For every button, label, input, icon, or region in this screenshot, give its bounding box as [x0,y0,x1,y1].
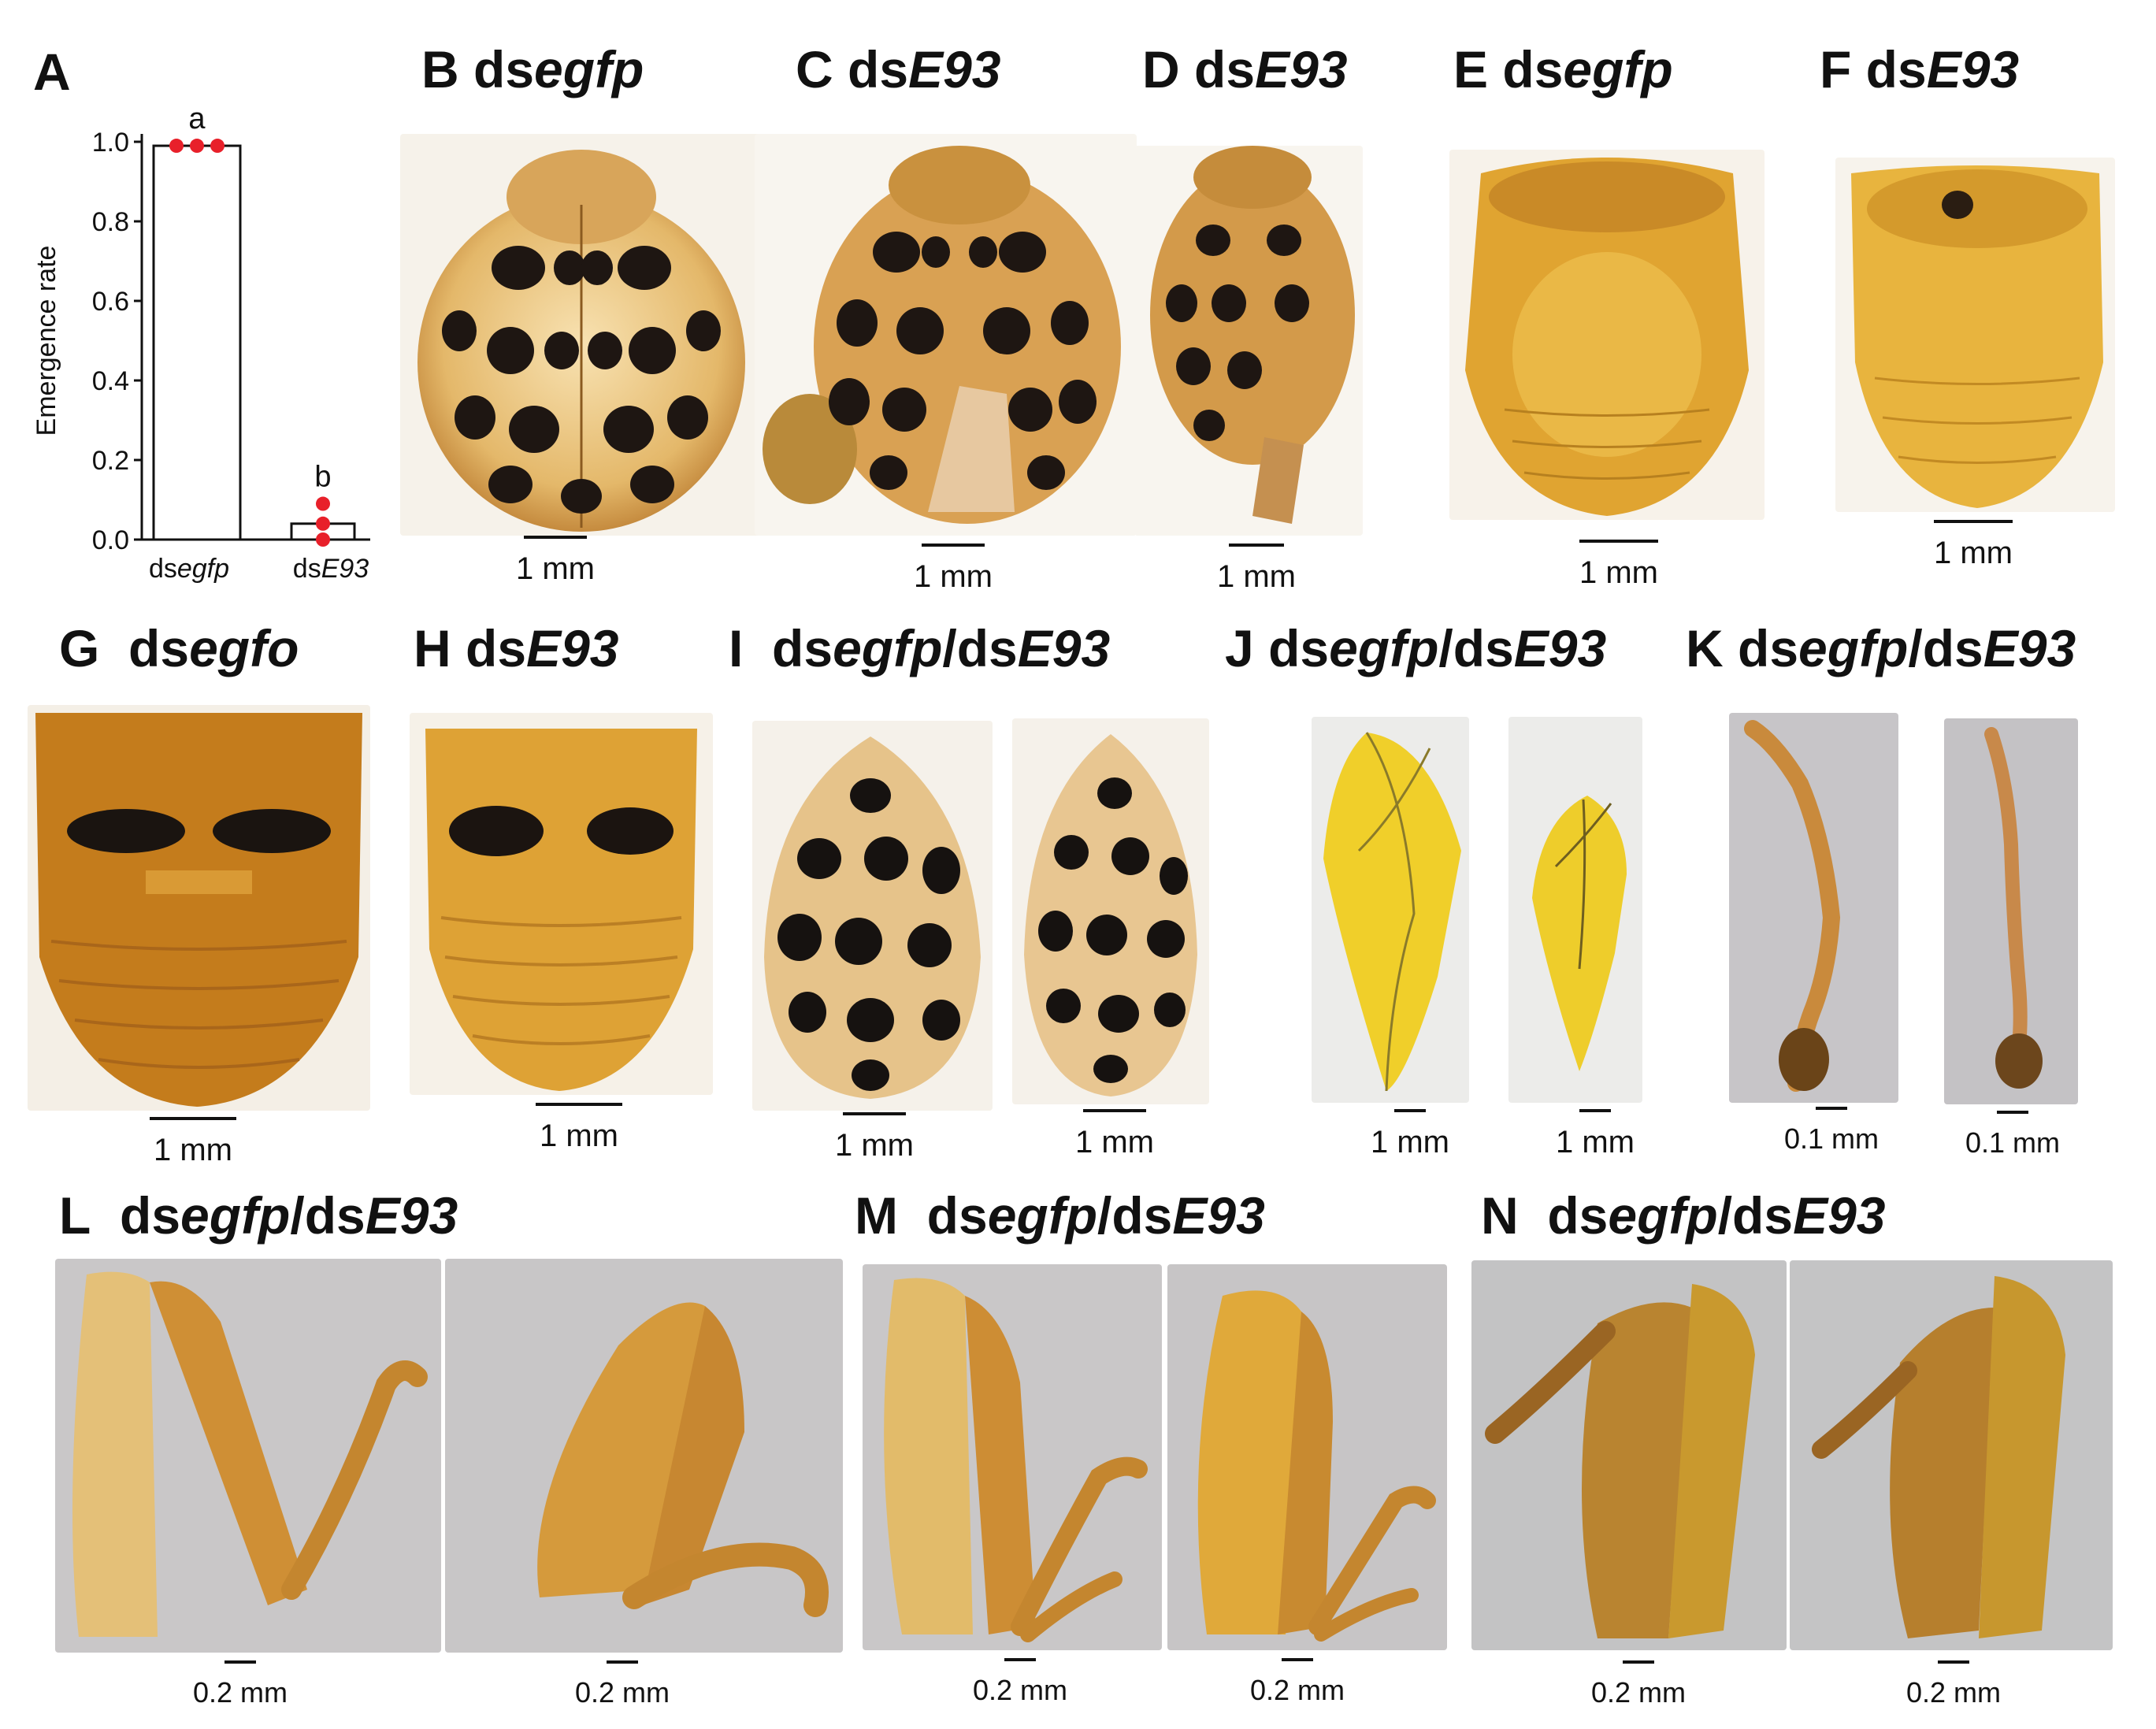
scale-bar-e: 1 mm [1568,540,1670,591]
x-tick-label-dsegfp: dsegfp [149,554,229,584]
panel-title-d: D dsE93 [1142,40,1348,98]
scale-bar-j2: 1 mm [1544,1109,1646,1160]
data-point [169,139,184,154]
scale-bar-i2: 1 mm [1063,1109,1166,1160]
y-tick-label: 0.6 [92,287,129,317]
photo-antenna-dse93 [1944,718,2078,1104]
panel-title-b: B dsegfp [421,40,644,98]
photo-antenna-dsegfp [1729,713,1898,1103]
photo-leg-dse93-L [445,1259,843,1653]
bar-dsegfp [152,144,242,541]
data-point [210,139,225,154]
data-point [316,496,330,511]
panel-title-l: L dsegfp/dsE93 [59,1186,458,1245]
photo-adult-dse93-dorsal-1 [755,134,1137,536]
panel-title-j: J dsegfp/dsE93 [1225,619,1607,677]
photo-leg-dsegfp-N [1471,1260,1787,1650]
scale-bar-b: 1 mm [504,536,607,587]
scale-bar-d: 1 mm [1205,544,1308,595]
panel-title-k: K dsegfp/dsE93 [1686,619,2076,677]
photo-adult-dse93-dorsal-2 [1134,146,1363,536]
scale-bar-k2: 0.1 mm [1957,1111,2068,1159]
y-tick-label: 0.2 [92,446,129,476]
scale-bar-i1: 1 mm [823,1112,926,1163]
scale-bar-m2: 0.2 mm [1238,1658,1356,1707]
photo-leg-dsegfp-L [55,1259,441,1653]
photo-adult-dsegfp-dorsal [400,134,763,536]
photo-elytron-dse93 [1012,718,1209,1104]
photo-pupa-dse93-ventral [410,713,713,1095]
panel-title-h: H dsE93 [414,619,619,677]
scale-bar-l2: 0.2 mm [563,1660,681,1709]
scale-bar-h: 1 mm [528,1103,630,1154]
scale-bar-k1: 0.1 mm [1776,1107,1887,1156]
panel-title-n: N dsegfp/dsE93 [1481,1186,1886,1245]
y-tick-label: 0.8 [92,207,129,237]
scale-bar-n1: 0.2 mm [1579,1660,1698,1709]
panel-title-i: I dsegfp/dsE93 [729,619,1111,677]
scale-bar-n2: 0.2 mm [1894,1660,2013,1709]
photo-adult-dse93-ventral [1835,158,2115,512]
photo-elytron-dsegfp [752,721,993,1111]
panel-title-m: M dsegfp/dsE93 [855,1186,1265,1245]
significance-letter: b [314,461,331,494]
photo-adult-dsegfp-ventral [1449,150,1765,520]
panel-title-c: C dsE93 [796,40,1001,98]
y-tick-label: 0.0 [92,525,129,555]
scale-bar-j1: 1 mm [1359,1109,1461,1160]
y-axis-label: Emergence rate [32,246,61,436]
panel-label-a: A [33,43,71,101]
emergence-rate-bar-chart: 0.0 0.2 0.4 0.6 0.8 1.0 Emergence rate a dsegfp b… [32,102,370,584]
panel-title-f: F dsE93 [1820,40,2020,98]
data-point [316,532,330,547]
y-tick-label: 0.4 [92,366,129,396]
photo-leg-dse93-N [1790,1260,2113,1650]
data-point [190,139,204,154]
photo-hindwing-dse93 [1508,717,1642,1103]
scale-bar-c: 1 mm [902,544,1004,595]
scale-bar-g: 1 mm [130,1117,256,1168]
y-tick-label: 1.0 [92,128,129,158]
photo-hindwing-dsegfp [1312,717,1469,1103]
scale-bar-f: 1 mm [1922,520,2024,571]
panel-title-e: E dsegfp [1453,40,1673,98]
photo-leg-dse93-M [1167,1264,1447,1650]
scale-bar-l1: 0.2 mm [181,1660,299,1709]
photo-pupa-dsegfo-ventral [28,705,370,1111]
panel-title-g: G dsegfo [59,619,299,677]
significance-letter: a [188,102,206,135]
photo-leg-dsegfp-M [863,1264,1162,1650]
data-point [316,516,330,531]
x-tick-label-dsE93: dsE93 [293,554,369,584]
scale-bar-m1: 0.2 mm [961,1658,1079,1707]
